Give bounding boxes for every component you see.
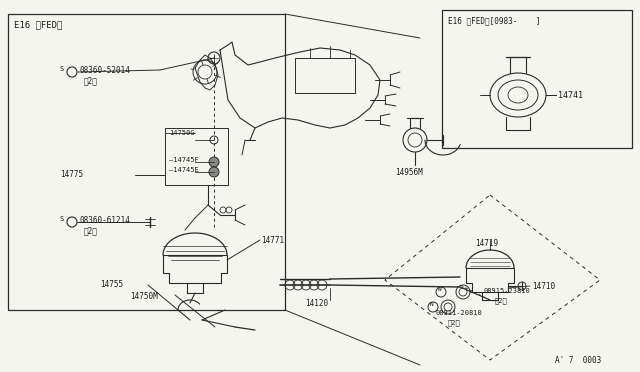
Text: （2）: （2） xyxy=(495,297,508,304)
Text: 14750G: 14750G xyxy=(169,130,195,136)
Text: —14745E: —14745E xyxy=(169,167,199,173)
Text: （2）: （2） xyxy=(84,226,98,235)
Text: 14775: 14775 xyxy=(60,170,83,179)
Circle shape xyxy=(209,157,219,167)
Text: 14956M: 14956M xyxy=(395,168,423,177)
Text: 08360-61214: 08360-61214 xyxy=(79,216,130,225)
Bar xyxy=(165,128,228,185)
Text: （2）: （2） xyxy=(84,76,98,85)
Text: W: W xyxy=(438,287,442,292)
Text: 14771: 14771 xyxy=(261,236,284,245)
Text: （2）: （2） xyxy=(448,319,461,326)
Text: E16 〈FED〉[0983-    ]: E16 〈FED〉[0983- ] xyxy=(448,16,541,25)
Text: 14120: 14120 xyxy=(305,299,328,308)
Text: 14719: 14719 xyxy=(475,239,498,248)
Text: 08360-52014: 08360-52014 xyxy=(79,66,130,75)
Text: 14741: 14741 xyxy=(558,91,583,100)
Text: S: S xyxy=(60,216,64,222)
Bar xyxy=(8,14,285,310)
Text: 14710: 14710 xyxy=(532,282,555,291)
Text: 08915-23810: 08915-23810 xyxy=(483,288,530,294)
Circle shape xyxy=(209,167,219,177)
Bar xyxy=(442,10,632,148)
Bar xyxy=(295,58,355,93)
Text: A' 7  0003: A' 7 0003 xyxy=(555,356,601,365)
Text: 08911-20810: 08911-20810 xyxy=(436,310,483,316)
Text: S: S xyxy=(60,66,64,72)
Text: E16 〈FED〉: E16 〈FED〉 xyxy=(14,20,62,29)
Text: 14755: 14755 xyxy=(100,280,123,289)
Text: —14745F: —14745F xyxy=(169,157,199,163)
Text: N: N xyxy=(430,302,434,307)
Text: 14750M: 14750M xyxy=(130,292,157,301)
